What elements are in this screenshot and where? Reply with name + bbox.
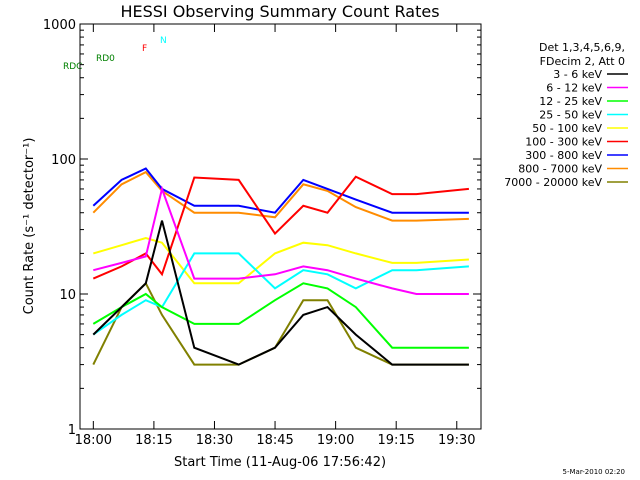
x-axis-label: Start Time (11-Aug-06 17:56:42) [174, 455, 386, 470]
x-tick-label: 19:00 [317, 433, 354, 448]
series-line [93, 236, 469, 285]
flag-label: F [142, 44, 147, 54]
chart-title: HESSI Observing Summary Count Rates [120, 2, 439, 21]
flag-label: RDC [63, 62, 82, 72]
x-tick-label: 18:45 [256, 433, 293, 448]
x-tick-label: 19:15 [377, 433, 414, 448]
y-tick-label: 100 [51, 153, 76, 168]
legend-entry-label: 50 - 100 keV [532, 122, 602, 135]
legend-entry-label: 12 - 25 keV [539, 95, 602, 108]
legend-entry-label: 25 - 50 keV [539, 109, 602, 122]
series-line [92, 167, 469, 214]
flag-label: N [160, 36, 167, 46]
legend: Det 1,3,4,5,6,9, FDecim 2, Att 0 3 - 6 k… [504, 41, 628, 189]
legend-entry-label: 6 - 12 keV [546, 82, 602, 95]
flag-label: RD0 [96, 54, 115, 64]
x-tick-label: 18:00 [75, 433, 112, 448]
series-line [93, 185, 469, 295]
plot-frame [79, 23, 482, 430]
plot-area: 18:00 18:15 18:30 18:45 19:00 19:15 19:30 1 10 10… [43, 18, 481, 448]
legend-entry-label: 100 - 300 keV [525, 136, 602, 149]
series-line [92, 282, 469, 349]
series-line [92, 252, 469, 336]
y-tick-label: 1000 [43, 18, 76, 33]
y-axis-label: Count Rate (s⁻¹ detector⁻¹) [22, 138, 37, 315]
y-tick-label: 1 [68, 423, 76, 438]
legend-entry-label: 3 - 6 keV [553, 68, 602, 81]
legend-entry-label: 7000 - 20000 keV [504, 176, 602, 189]
legend-entry-label: 800 - 7000 keV [518, 163, 602, 176]
x-tick-label: 19:30 [438, 433, 475, 448]
legend-header-line-2: FDecim 2, Att 0 [540, 55, 625, 68]
y-tick-label: 10 [59, 288, 76, 303]
x-tick-label: 18:15 [135, 433, 172, 448]
x-tick-label: 18:30 [196, 433, 233, 448]
legend-entry-label: 300 - 800 keV [525, 149, 602, 162]
legend-header-line-1: Det 1,3,4,5,6,9, [539, 41, 625, 54]
footer-timestamp: 5-Mar-2010 02:20 [563, 468, 625, 476]
series-line [92, 220, 469, 366]
series-line [92, 170, 469, 222]
